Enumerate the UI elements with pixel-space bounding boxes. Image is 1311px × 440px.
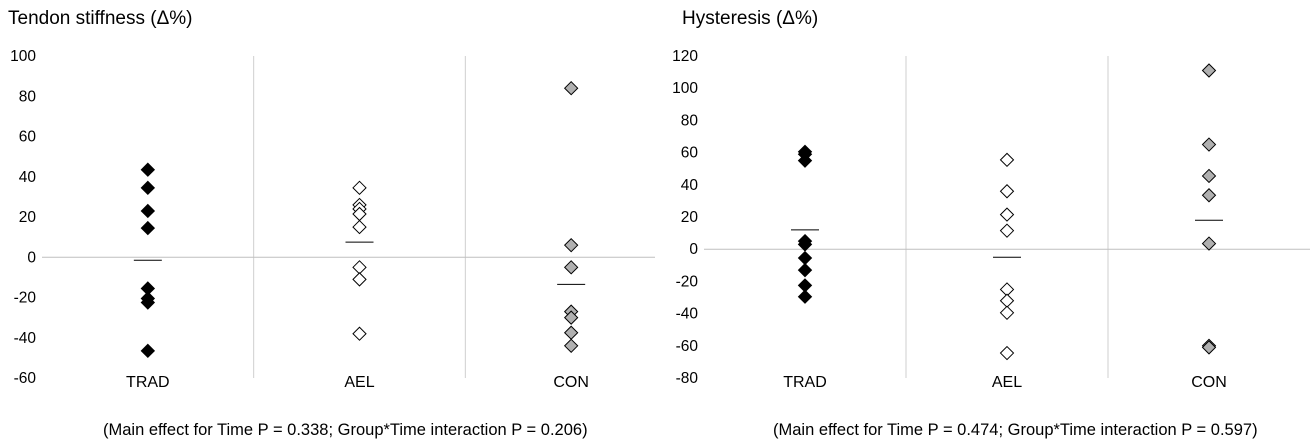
y-tick-label: 80	[681, 112, 699, 129]
tendon-stiffness-panel: -60 -40 -20 0 20 40 60 80 100 TRAD AEL CON Tendon s…	[0, 0, 655, 440]
y-tick-label: 20	[681, 209, 699, 226]
hysteresis-panel: -80 -60 -40 -20 0 20 40 60 80 100 120 TRAD AEL CON Hy…	[655, 0, 1311, 440]
data-point-diamond	[1201, 63, 1217, 78]
data-point-diamond	[140, 220, 156, 236]
x-category-label: CON	[553, 374, 589, 391]
data-point-diamond	[999, 305, 1015, 321]
data-point-diamond	[352, 272, 367, 287]
y-tick-label: 60	[681, 145, 699, 162]
hysteresis-chart: -80 -60 -40 -20 0 20 40 60 80 100 120 TRAD AEL CON	[672, 48, 1310, 391]
data-point-diamond	[563, 310, 579, 325]
data-point-diamond	[140, 203, 156, 219]
data-point-diamond	[999, 152, 1015, 168]
data-point-diamond	[999, 293, 1015, 308]
y-tick-label: -80	[676, 370, 699, 387]
data-point-diamond	[999, 184, 1015, 199]
data-point-diamond	[797, 153, 813, 168]
y-tick-label: -40	[676, 306, 699, 323]
x-category-label: CON	[1191, 374, 1227, 391]
data-point-diamond	[563, 260, 579, 275]
y-tick-label: 0	[27, 249, 36, 266]
x-category-label: AEL	[344, 374, 374, 391]
data-point-diamond	[140, 180, 156, 196]
data-point-diamond	[352, 260, 367, 275]
x-category-label: AEL	[992, 374, 1022, 391]
y-tick-label: 40	[681, 177, 699, 194]
y-tick-label: 40	[19, 169, 37, 186]
x-category-label: TRAD	[783, 374, 827, 391]
y-tick-label: -20	[676, 273, 699, 290]
data-point-diamond	[1201, 188, 1217, 203]
y-tick-label: -60	[676, 338, 699, 355]
y-tick-label: 120	[672, 48, 698, 65]
chart-caption: (Main effect for Time P = 0.474; Group*T…	[773, 421, 1258, 439]
data-point-diamond	[352, 219, 367, 235]
data-point-diamond	[563, 325, 579, 340]
chart-caption: (Main effect for Time P = 0.338; Group*T…	[103, 421, 588, 439]
y-tick-label: 100	[10, 48, 36, 65]
y-tick-label: 60	[19, 129, 37, 146]
data-point-diamond	[140, 343, 156, 359]
data-point-diamond	[999, 345, 1015, 361]
data-point-diamond	[1201, 236, 1217, 251]
y-tick-label: -20	[14, 290, 37, 307]
chart-title: Tendon stiffness (Δ%)	[8, 8, 193, 29]
data-point-diamond	[1201, 137, 1217, 152]
x-category-label: TRAD	[126, 374, 170, 391]
data-point-diamond	[999, 223, 1015, 238]
data-point-diamond	[140, 295, 156, 310]
y-tick-label: -40	[14, 330, 37, 347]
data-point-diamond	[1201, 168, 1217, 184]
data-point-diamond	[140, 162, 156, 177]
tendon-stiffness-chart: -60 -40 -20 0 20 40 60 80 100 TRAD AEL CON	[10, 48, 655, 391]
data-point-diamond	[352, 180, 367, 196]
y-tick-label: 20	[19, 209, 37, 226]
y-tick-label: -60	[14, 370, 37, 387]
y-tick-label: 0	[689, 241, 698, 258]
y-tick-label: 100	[672, 80, 698, 97]
data-point-diamond	[999, 207, 1015, 222]
data-point-diamond	[352, 326, 367, 341]
y-tick-label: 80	[19, 88, 37, 105]
chart-title: Hysteresis (Δ%)	[682, 8, 819, 29]
data-point-diamond	[563, 80, 579, 96]
data-point-diamond	[797, 289, 813, 304]
data-point-diamond	[797, 250, 813, 266]
data-point-diamond	[1201, 340, 1217, 355]
data-point-diamond	[797, 262, 813, 278]
data-point-diamond	[563, 237, 579, 253]
data-point-diamond	[563, 338, 579, 354]
